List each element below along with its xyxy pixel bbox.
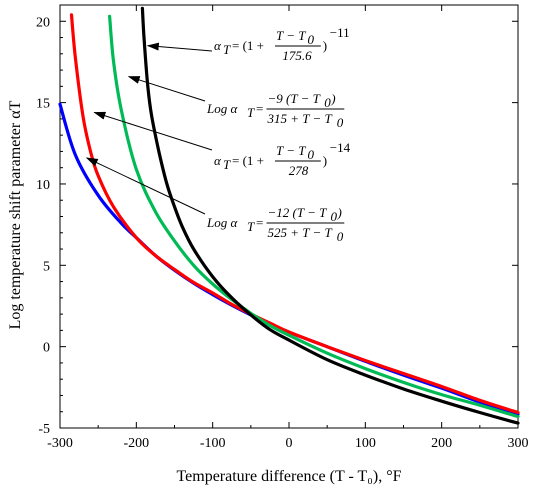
equation-lhs: Log α bbox=[206, 101, 238, 116]
equation-lhs-subscript: T bbox=[247, 219, 255, 234]
y-tick-label: 15 bbox=[36, 97, 50, 112]
equation-numerator-subscript: 0 bbox=[324, 95, 331, 110]
annotation-arrow bbox=[93, 111, 213, 151]
equation-denominator-subscript: 0 bbox=[337, 115, 344, 130]
equation-numerator-tail: ) bbox=[337, 205, 342, 220]
x-tick-label: -300 bbox=[47, 436, 73, 451]
equation-denominator: 525 + T − T bbox=[268, 225, 333, 240]
y-tick-label: -5 bbox=[38, 422, 50, 437]
y-axis-title: Log temperature shift parameter αT bbox=[7, 100, 24, 329]
x-axis-title: Temperature difference (T - T₀), °F bbox=[177, 468, 402, 485]
equation-lhs-subscript: T bbox=[223, 42, 231, 57]
y-tick-label: 20 bbox=[36, 15, 50, 30]
equation-close: ) bbox=[323, 38, 327, 53]
equation-denominator: 175.6 bbox=[282, 48, 312, 63]
black-curve bbox=[140, 6, 520, 425]
equation-numerator-subscript: 0 bbox=[308, 147, 315, 162]
y-tick-label: 10 bbox=[36, 178, 50, 193]
equation-lhs: α bbox=[214, 153, 222, 168]
y-tick-label: 0 bbox=[43, 341, 50, 356]
x-tick-label: 200 bbox=[431, 436, 452, 451]
equation-numerator: T − T bbox=[276, 143, 306, 158]
equation-open: = (1 + bbox=[232, 38, 264, 53]
equation-lhs-subscript: T bbox=[223, 157, 231, 172]
equation-exponent: −14 bbox=[330, 140, 351, 155]
equation-denominator: 315 + T − T bbox=[267, 111, 333, 126]
equation-numerator-subscript: 0 bbox=[331, 209, 338, 224]
x-tick-label: -200 bbox=[123, 436, 149, 451]
equation-lhs: α bbox=[214, 38, 222, 53]
x-tick-label: 300 bbox=[508, 436, 529, 451]
equation-close: ) bbox=[323, 153, 327, 168]
equation-numerator-tail: ) bbox=[330, 91, 335, 106]
x-tick-label: 0 bbox=[286, 436, 293, 451]
x-tick-label: -100 bbox=[200, 436, 226, 451]
equation-numerator: −12 (T − T bbox=[268, 205, 328, 220]
equation-numerator: −9 (T − T bbox=[268, 91, 321, 106]
equation-exponent: −11 bbox=[330, 25, 350, 40]
annotation-arrow bbox=[146, 42, 213, 52]
x-tick-label: 100 bbox=[355, 436, 376, 451]
equation-denominator-subscript: 0 bbox=[337, 229, 344, 244]
y-tick-label: 5 bbox=[43, 259, 50, 274]
annotation-arrow bbox=[85, 157, 206, 215]
equation-open: = bbox=[256, 215, 263, 230]
annotation-arrow bbox=[127, 76, 206, 102]
equation-denominator: 278 bbox=[289, 163, 309, 178]
equation-open: = (1 + bbox=[232, 153, 264, 168]
equation-lhs-subscript: T bbox=[247, 105, 255, 120]
equation-numerator: T − T bbox=[276, 28, 306, 43]
equation-numerator-subscript: 0 bbox=[308, 32, 315, 47]
equation-lhs: Log α bbox=[206, 215, 238, 230]
equation-open: = bbox=[256, 101, 263, 116]
